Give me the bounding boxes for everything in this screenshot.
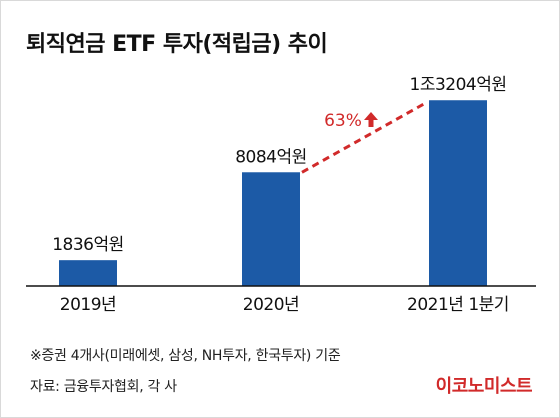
up-arrow-icon: [364, 112, 378, 127]
source-note: 자료: 금융투자협회, 각 사: [30, 379, 177, 395]
bar-3: [429, 100, 487, 287]
brand-logo: 이코노미스트: [435, 376, 533, 397]
value-label-1: 1836억원: [52, 235, 124, 255]
chart-title: 퇴직연금 ETF 투자(적립금) 추이: [26, 32, 328, 57]
bar-2: [242, 172, 300, 286]
category-label-2: 2020년: [243, 295, 299, 315]
bar-1: [59, 260, 117, 286]
value-label-2: 8084억원: [235, 147, 307, 167]
category-label-1: 2019년: [60, 295, 116, 315]
value-label-3: 1조3204억원: [410, 75, 507, 95]
footnote: ※증권 4개사(미래에셋, 삼성, NH투자, 한국투자) 기준: [30, 348, 341, 364]
category-label-3: 2021년 1분기: [407, 295, 509, 315]
growth-dashed-line: [301, 100, 428, 174]
growth-annotation-label: 63%: [324, 111, 362, 131]
